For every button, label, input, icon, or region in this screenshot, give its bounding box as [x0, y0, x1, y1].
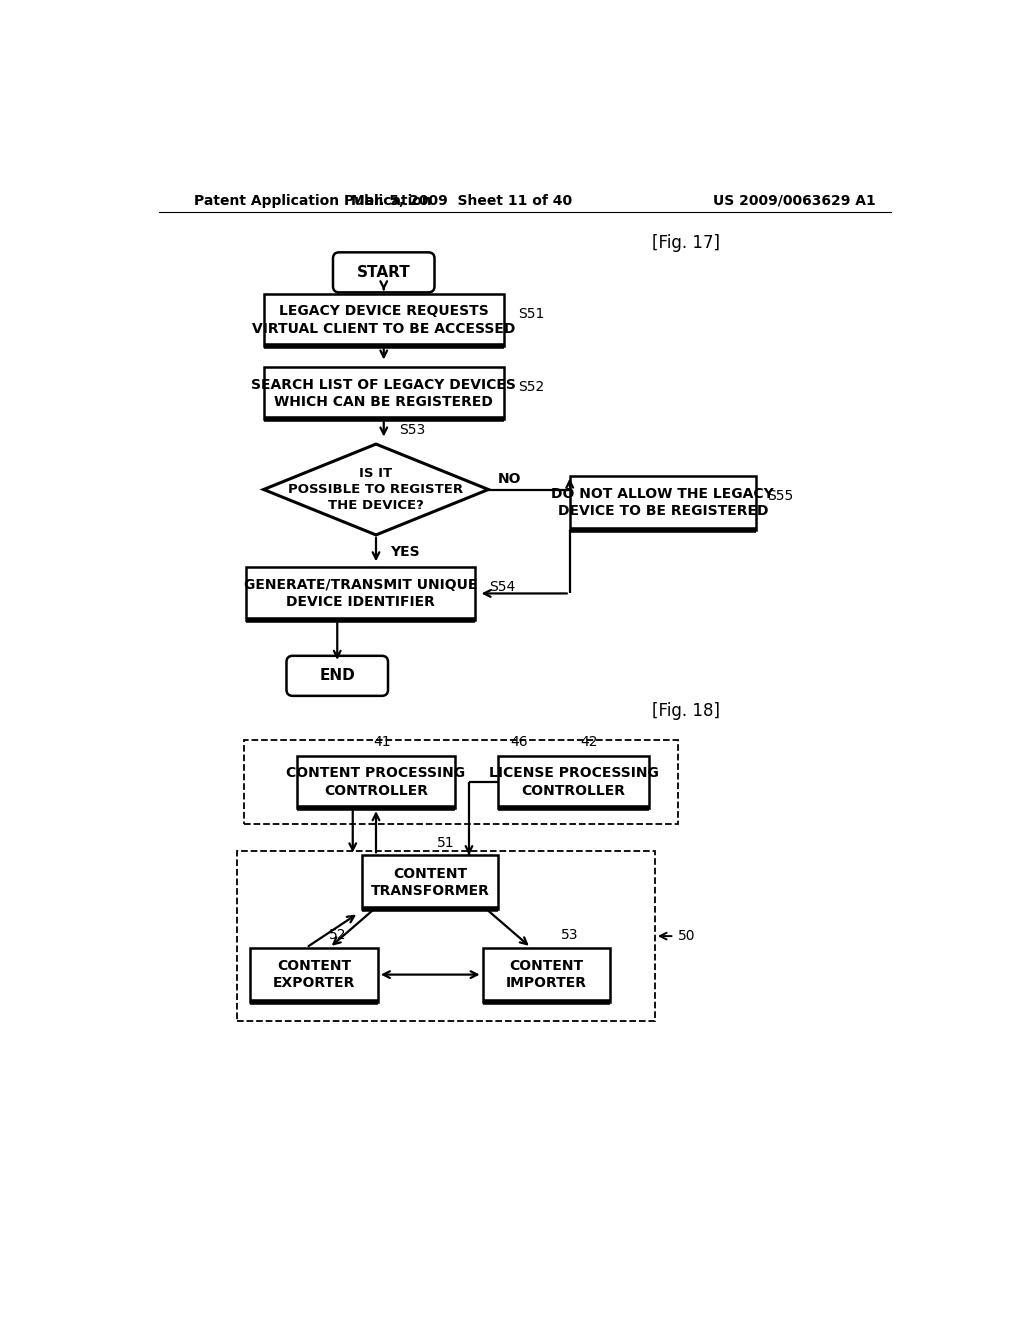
Text: CONTENT PROCESSING
CONTROLLER: CONTENT PROCESSING CONTROLLER	[287, 767, 466, 797]
Text: 46: 46	[511, 735, 528, 748]
FancyBboxPatch shape	[333, 252, 434, 293]
Text: NO: NO	[498, 471, 521, 486]
Text: YES: YES	[390, 545, 420, 558]
Bar	[482, 948, 610, 1002]
Text: [Fig. 18]: [Fig. 18]	[652, 702, 720, 721]
Text: 52: 52	[329, 928, 346, 942]
Text: CONTENT
EXPORTER: CONTENT EXPORTER	[272, 958, 355, 990]
Text: 51: 51	[437, 836, 455, 850]
Bar	[569, 475, 756, 529]
Text: GENERATE/TRANSMIT UNIQUE
DEVICE IDENTIFIER: GENERATE/TRANSMIT UNIQUE DEVICE IDENTIFI…	[244, 578, 477, 609]
Bar	[498, 756, 649, 808]
Text: S52: S52	[518, 380, 544, 395]
Polygon shape	[263, 444, 488, 535]
Bar	[250, 948, 378, 1002]
Text: S51: S51	[518, 308, 544, 321]
Text: LEGACY DEVICE REQUESTS
VIRTUAL CLIENT TO BE ACCESSED: LEGACY DEVICE REQUESTS VIRTUAL CLIENT TO…	[252, 305, 515, 335]
Text: S55: S55	[767, 490, 794, 503]
Text: Mar. 5, 2009  Sheet 11 of 40: Mar. 5, 2009 Sheet 11 of 40	[350, 194, 571, 207]
Bar	[246, 568, 475, 619]
Text: 53: 53	[561, 928, 579, 942]
Text: DO NOT ALLOW THE LEGACY
DEVICE TO BE REGISTERED: DO NOT ALLOW THE LEGACY DEVICE TO BE REG…	[551, 487, 774, 519]
Bar	[237, 851, 655, 1020]
Text: S53: S53	[399, 424, 426, 437]
Text: 42: 42	[581, 735, 598, 748]
Text: START: START	[357, 265, 411, 280]
Bar	[297, 756, 456, 808]
Text: Patent Application Publication: Patent Application Publication	[194, 194, 432, 207]
Text: LICENSE PROCESSING
CONTROLLER: LICENSE PROCESSING CONTROLLER	[488, 767, 658, 797]
Text: 41: 41	[374, 735, 391, 748]
Text: CONTENT
IMPORTER: CONTENT IMPORTER	[506, 958, 587, 990]
Text: 50: 50	[678, 929, 695, 942]
Text: S54: S54	[488, 581, 515, 594]
Bar	[245, 739, 678, 825]
Bar	[362, 855, 498, 909]
Text: SEARCH LIST OF LEGACY DEVICES
WHICH CAN BE REGISTERED: SEARCH LIST OF LEGACY DEVICES WHICH CAN …	[251, 378, 516, 409]
Text: END: END	[319, 668, 355, 684]
Bar	[263, 367, 504, 420]
Text: US 2009/0063629 A1: US 2009/0063629 A1	[713, 194, 876, 207]
Text: IS IT
POSSIBLE TO REGISTER
THE DEVICE?: IS IT POSSIBLE TO REGISTER THE DEVICE?	[289, 467, 464, 512]
Bar	[263, 294, 504, 346]
Text: [Fig. 17]: [Fig. 17]	[652, 234, 720, 252]
Text: CONTENT
TRANSFORMER: CONTENT TRANSFORMER	[371, 866, 489, 898]
FancyBboxPatch shape	[287, 656, 388, 696]
